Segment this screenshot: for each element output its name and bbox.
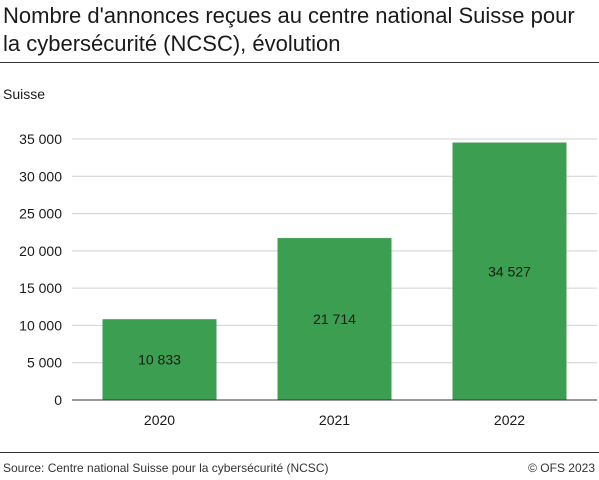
title-divider bbox=[0, 62, 599, 63]
y-tick-label: 20 000 bbox=[19, 243, 62, 259]
x-tick-label: 2022 bbox=[494, 412, 525, 428]
y-tick-label: 10 000 bbox=[19, 317, 62, 333]
bar bbox=[277, 238, 392, 400]
y-tick-label: 15 000 bbox=[19, 280, 62, 296]
bar bbox=[452, 142, 567, 400]
footer-divider bbox=[0, 452, 599, 453]
bar bbox=[102, 319, 217, 400]
y-tick-label: 5 000 bbox=[27, 355, 62, 371]
x-tick-label: 2021 bbox=[319, 412, 350, 428]
copyright-note: © OFS 2023 bbox=[528, 461, 595, 475]
data-labels: 10 833 21 714 34 527 bbox=[138, 263, 531, 367]
chart-title: Nombre d'annonces reçues au centre natio… bbox=[3, 3, 575, 56]
bar-value-label: 10 833 bbox=[138, 352, 181, 368]
y-tick-label: 30 000 bbox=[19, 168, 62, 184]
y-tick-label: 0 bbox=[54, 392, 62, 408]
bars bbox=[102, 142, 567, 400]
bar-value-label: 21 714 bbox=[313, 311, 356, 327]
bar-chart: 10 833 21 714 34 527 0 5 000 10 000 15 000 20 … bbox=[19, 131, 597, 428]
source-note: Source: Centre national Suisse pour la c… bbox=[3, 461, 329, 475]
axes: 0 5 000 10 000 15 000 20 000 25 000 30 000 35 0… bbox=[19, 131, 597, 428]
bar-value-label: 34 527 bbox=[488, 263, 531, 279]
chart-subtitle: Suisse bbox=[3, 86, 46, 102]
y-tick-label: 35 000 bbox=[19, 131, 62, 147]
y-tick-label: 25 000 bbox=[19, 206, 62, 222]
x-tick-label: 2020 bbox=[144, 412, 175, 428]
